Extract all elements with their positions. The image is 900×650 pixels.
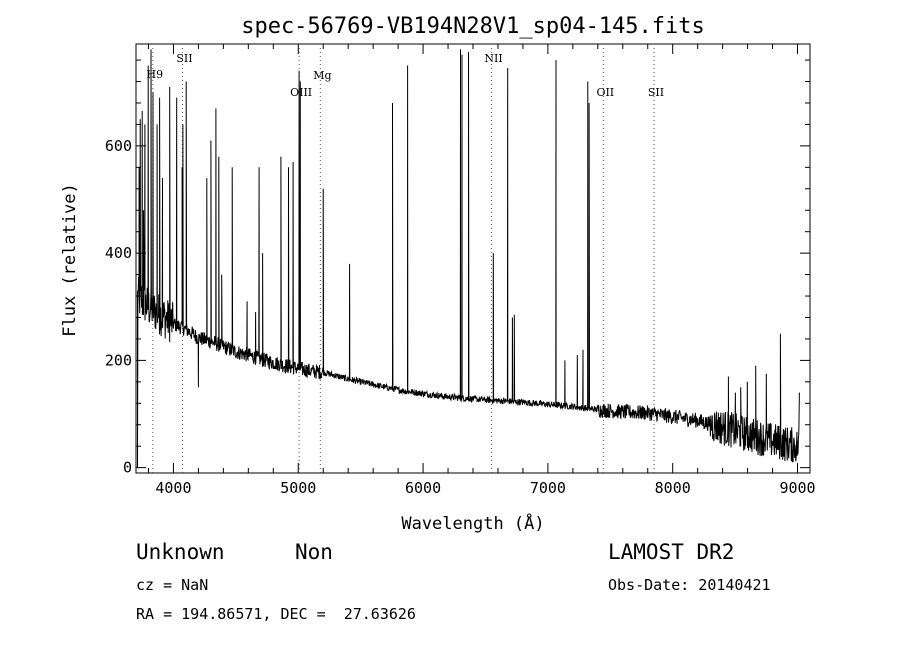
redshift-label: cz = NaN xyxy=(136,576,209,594)
x-tick-label: 8000 xyxy=(655,479,691,497)
line-marker-label: SII xyxy=(648,86,664,99)
line-marker-label: Mg xyxy=(313,69,331,82)
obs-date-label: Obs-Date: 20140421 xyxy=(608,576,771,594)
x-tick-label: 7000 xyxy=(530,479,566,497)
x-tick-label: 4000 xyxy=(155,479,191,497)
line-marker-label: OIII xyxy=(290,86,312,99)
subclass-label: Non xyxy=(295,540,333,564)
chart-title: spec-56769-VB194N28V1_sp04-145.fits xyxy=(241,14,705,39)
plot-frame xyxy=(135,43,811,474)
line-marker-label: NII xyxy=(484,52,502,65)
x-tick-label: 5000 xyxy=(280,479,316,497)
line-marker-label: OII xyxy=(596,86,614,99)
axes: 4000 5000 6000 7000 8000 9000 0 200 400 600 xyxy=(105,43,816,497)
class-label: Unknown xyxy=(136,540,225,564)
y-tick-label: 600 xyxy=(105,137,132,155)
y-tick-label: 200 xyxy=(105,351,132,369)
x-tick-label: 9000 xyxy=(779,479,815,497)
line-marker-label: SII xyxy=(176,52,192,65)
y-tick-label: 0 xyxy=(123,459,132,477)
line-marker-label: H9 xyxy=(147,68,164,81)
y-axis-label: Flux (relative) xyxy=(60,183,80,337)
coordinates-label: RA = 194.86571, DEC = 27.63626 xyxy=(136,605,416,623)
y-tick-label: 400 xyxy=(105,244,132,262)
survey-label: LAMOST DR2 xyxy=(608,540,735,564)
x-axis-label: Wavelength (Å) xyxy=(401,512,544,534)
spectrum-line xyxy=(137,49,800,468)
x-tick-label: 6000 xyxy=(405,479,441,497)
